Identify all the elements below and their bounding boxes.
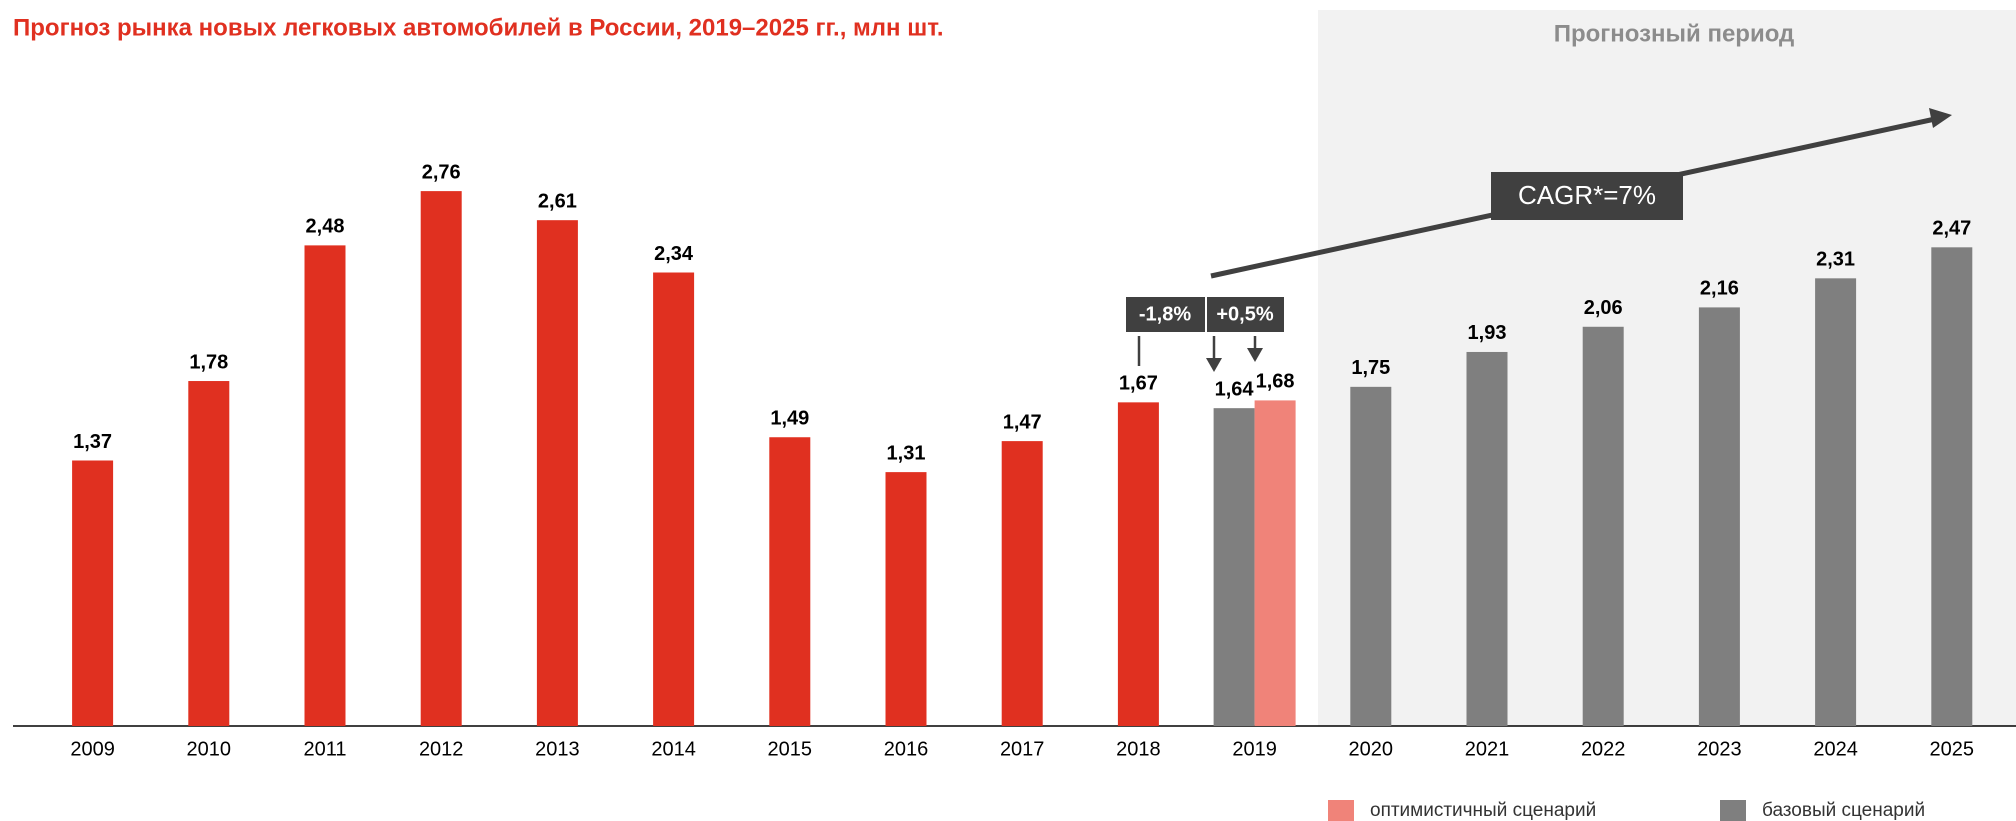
data-label: 2,47	[1932, 218, 1971, 240]
data-label: 2,16	[1700, 278, 1739, 300]
bar	[188, 381, 230, 726]
forecast-area	[1318, 10, 2016, 726]
arrow-head	[1929, 108, 1952, 128]
x-tick-label: 2011	[303, 738, 346, 760]
x-tick-label: 2015	[768, 738, 813, 760]
annotation-box	[1126, 297, 1205, 332]
x-tick-label: 2016	[884, 738, 929, 760]
bar	[769, 437, 811, 726]
x-tick-label: 2013	[535, 738, 580, 760]
arrow-head	[1247, 348, 1263, 362]
legend-label: оптимистичный сценарий	[1370, 800, 1596, 821]
bar	[1931, 247, 1973, 726]
x-tick-label: 2022	[1581, 738, 1626, 760]
annotation: CAGR*=7%	[1518, 180, 1656, 210]
data-label: 2,31	[1816, 249, 1855, 271]
data-label: 1,68	[1256, 371, 1295, 393]
bar	[72, 460, 114, 726]
bar	[1213, 408, 1255, 726]
data-label: 1,31	[887, 442, 926, 464]
legend-label: базовый сценарий	[1762, 800, 1925, 821]
annotation-box	[1207, 297, 1284, 332]
arrow-head	[1206, 358, 1222, 372]
x-tick-label: 2009	[70, 738, 115, 760]
x-tick-label: 2020	[1349, 738, 1394, 760]
data-label: 1,37	[73, 431, 112, 453]
annotation: +0,5%	[1216, 303, 1273, 325]
legend-swatch	[1720, 800, 1746, 821]
data-label: 1,67	[1119, 373, 1158, 395]
bar	[304, 245, 346, 726]
data-label: 2,34	[654, 243, 694, 265]
data-label: 1,78	[189, 351, 228, 373]
x-tick-label: 2023	[1697, 738, 1742, 760]
data-label: 2,61	[538, 190, 577, 212]
annotation: -1,8%	[1139, 303, 1191, 325]
x-tick-label: 2021	[1465, 738, 1510, 760]
x-tick-label: 2017	[1000, 738, 1045, 760]
data-label: 1,75	[1351, 357, 1390, 379]
data-label: 2,76	[422, 161, 461, 183]
data-label: 2,06	[1584, 297, 1623, 319]
bar	[1466, 351, 1508, 726]
bar	[1254, 400, 1296, 726]
annotation-box	[1491, 172, 1683, 220]
data-label: 1,64	[1215, 378, 1255, 400]
x-tick-label: 2019	[1232, 738, 1277, 760]
x-tick-label: 2024	[1813, 738, 1858, 760]
forecast-label: Прогнозный период	[1554, 20, 1795, 47]
data-label: 1,47	[1003, 411, 1042, 433]
x-tick-label: 2018	[1116, 738, 1161, 760]
bar	[653, 272, 695, 726]
bar	[536, 220, 578, 726]
x-tick-label: 2012	[419, 738, 464, 760]
bar	[1117, 402, 1159, 726]
x-tick-label: 2025	[1930, 738, 1975, 760]
chart-title: Прогноз рынка новых легковых автомобилей…	[13, 14, 944, 41]
data-label: 2,48	[306, 216, 345, 238]
x-tick-label: 2014	[651, 738, 696, 760]
bar	[420, 191, 462, 726]
data-label: 1,93	[1468, 322, 1507, 344]
bar	[1001, 441, 1043, 726]
data-label: 1,49	[770, 408, 809, 430]
x-tick-label: 2010	[187, 738, 232, 760]
bar	[1815, 278, 1857, 726]
legend-swatch	[1328, 800, 1354, 821]
bar	[1582, 326, 1624, 726]
bar	[885, 472, 927, 726]
bar	[1698, 307, 1740, 726]
bar	[1350, 386, 1392, 726]
